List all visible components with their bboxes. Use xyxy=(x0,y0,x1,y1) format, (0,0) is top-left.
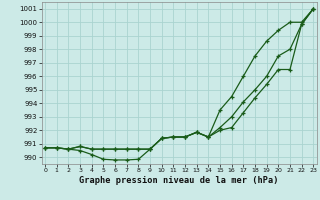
X-axis label: Graphe pression niveau de la mer (hPa): Graphe pression niveau de la mer (hPa) xyxy=(79,176,279,185)
